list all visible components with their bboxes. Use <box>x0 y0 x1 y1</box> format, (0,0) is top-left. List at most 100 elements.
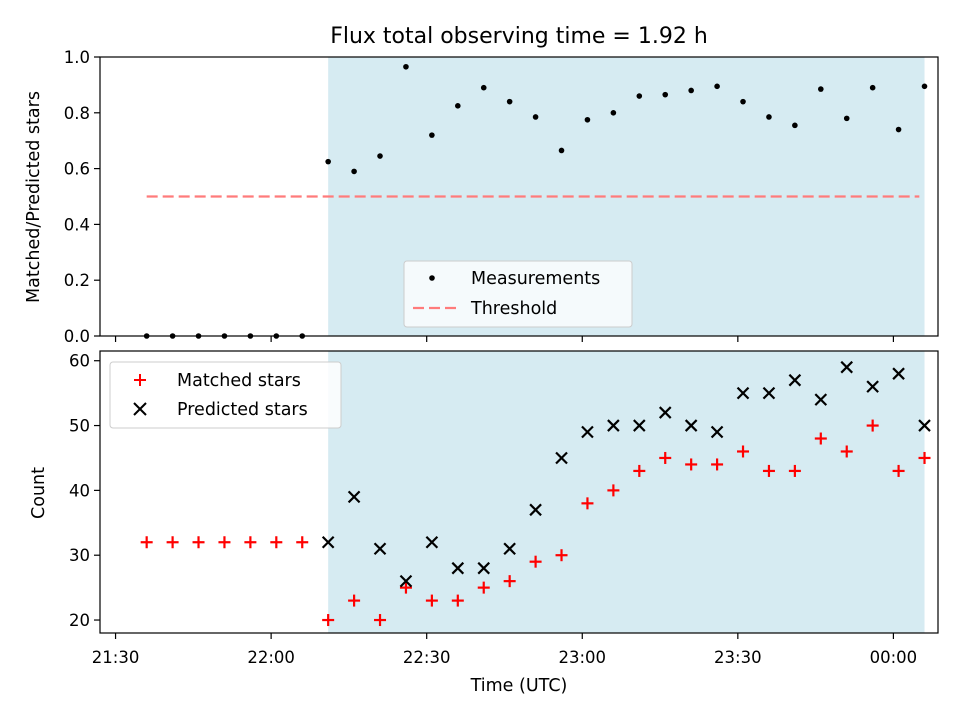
top-y-tick-label: 0.0 <box>64 327 90 346</box>
matched-star-point <box>840 445 853 458</box>
matched-star-point <box>140 536 153 549</box>
predicted-star-point <box>736 386 750 400</box>
matched-star-point <box>166 536 179 549</box>
matched-star-point <box>892 464 905 477</box>
top-legend-box <box>403 260 633 328</box>
x-tick-label: 23:30 <box>714 648 762 667</box>
predicted-star-point <box>658 406 672 419</box>
bottom-panel: 20 30 40 50 60 21:30 22:00 22:30 23:00 23:30 00:0… <box>29 350 939 696</box>
matched-star-point <box>788 464 801 477</box>
top-y-tick-label: 0.8 <box>64 104 90 123</box>
measurement-point <box>506 98 513 105</box>
x-tick-label: 22:00 <box>247 648 295 667</box>
matched-star-point <box>503 575 516 588</box>
bottom-y-axis-label: Count <box>29 467 49 519</box>
x-tick-label: 21:30 <box>92 648 140 667</box>
measurement-point <box>766 114 772 120</box>
matched-star-point <box>581 497 594 510</box>
legend-predicted-marker <box>133 402 147 416</box>
matched-star-point <box>659 451 672 464</box>
legend-predicted-label: Predicted stars <box>177 400 308 420</box>
top-y-tick-label: 0.4 <box>64 215 90 234</box>
predicted-star-point <box>321 535 335 549</box>
chart-title: Flux total observing time = 1.92 h <box>330 24 708 49</box>
measurement-point <box>455 103 461 109</box>
predicted-star-point <box>710 425 724 439</box>
matched-star-point <box>685 458 698 471</box>
matched-star-point <box>296 536 309 549</box>
bottom-y-tick-label: 60 <box>69 352 90 371</box>
bottom-axes-frame <box>99 350 939 634</box>
predicted-star-points <box>321 360 931 588</box>
top-legend: Measurements Threshold <box>403 260 633 328</box>
matched-star-point <box>814 432 827 445</box>
measurement-point <box>403 63 409 70</box>
predicted-star-point <box>373 542 387 556</box>
bottom-y-tick-label: 40 <box>69 481 90 500</box>
matched-star-point <box>348 594 361 607</box>
measurement-point <box>558 147 565 154</box>
top-y-ticks: 0.0 0.2 0.4 0.6 0.8 1.0 <box>64 48 100 346</box>
predicted-star-point <box>814 393 828 406</box>
bottom-y-tick-label: 30 <box>69 546 90 565</box>
measurement-point <box>429 132 435 138</box>
measurement-point <box>818 86 824 92</box>
x-axis-label: Time (UTC) <box>470 676 568 696</box>
bottom-legend: Matched stars Predicted stars <box>109 361 342 429</box>
top-y-tick-label: 0.6 <box>64 160 90 179</box>
matched-star-point <box>244 536 257 549</box>
predicted-star-point <box>840 360 854 374</box>
top-y-tick-label: 1.0 <box>64 48 90 67</box>
top-x-ticks <box>114 336 895 342</box>
legend-measurements-marker <box>429 275 435 281</box>
matched-star-point <box>477 581 490 594</box>
x-tick-label: 00:00 <box>870 648 918 667</box>
measurement-point <box>792 122 798 129</box>
top-panel: 0.0 0.2 0.4 0.6 0.8 1.0 Matched/Predicted sta… <box>24 48 939 346</box>
measurement-point <box>610 110 617 116</box>
top-y-tick-label: 0.2 <box>64 271 90 290</box>
matched-star-point <box>270 536 283 549</box>
bottom-x-ticks: 21:30 22:00 22:30 23:00 23:30 00:00 <box>92 633 917 667</box>
matched-star-point <box>918 451 931 464</box>
measurement-point <box>584 116 591 123</box>
bottom-y-ticks: 20 30 40 50 60 <box>69 352 100 630</box>
matched-star-point <box>399 581 412 594</box>
matched-star-point <box>555 549 568 562</box>
matched-star-point <box>633 464 646 477</box>
matched-star-point <box>218 536 231 549</box>
predicted-star-point <box>892 367 905 380</box>
measurement-point <box>688 87 694 94</box>
bottom-y-tick-label: 20 <box>69 611 90 630</box>
predicted-star-point <box>918 419 931 432</box>
measurement-point <box>921 83 928 90</box>
predicted-star-point <box>555 451 568 465</box>
legend-matched-label: Matched stars <box>177 371 301 391</box>
predicted-star-point <box>633 419 646 432</box>
matched-star-points <box>140 419 931 627</box>
x-tick-label: 22:30 <box>403 648 451 667</box>
bottom-y-tick-label: 50 <box>69 417 90 436</box>
predicted-star-point <box>503 542 516 556</box>
predicted-star-point <box>451 561 465 575</box>
measurement-point <box>843 115 850 122</box>
matched-star-point <box>374 614 387 627</box>
predicted-star-point <box>581 425 594 439</box>
matched-star-point <box>425 594 438 607</box>
predicted-star-point <box>788 373 802 387</box>
matched-star-point <box>607 484 620 497</box>
measurement-point <box>480 84 487 91</box>
predicted-star-point <box>529 503 542 517</box>
predicted-star-point <box>866 380 879 393</box>
matched-star-point <box>322 614 335 627</box>
legend-threshold-label: Threshold <box>470 299 557 319</box>
measurement-point <box>636 93 643 99</box>
bottom-shaded-region <box>328 351 925 633</box>
matched-star-point <box>737 445 750 458</box>
matched-star-point <box>866 419 879 432</box>
matched-star-point <box>192 536 205 549</box>
predicted-star-point <box>425 535 439 549</box>
predicted-star-point <box>762 386 776 400</box>
matched-star-point <box>711 458 724 471</box>
